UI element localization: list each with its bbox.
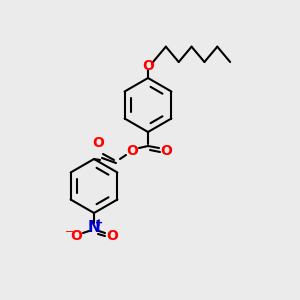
Text: O: O: [70, 229, 82, 243]
Text: O: O: [126, 144, 138, 158]
Text: O: O: [106, 229, 118, 243]
Text: O: O: [142, 59, 154, 73]
Text: −: −: [65, 227, 75, 237]
Text: O: O: [160, 144, 172, 158]
Text: O: O: [92, 136, 104, 150]
Text: +: +: [95, 218, 103, 228]
Text: N: N: [88, 220, 100, 236]
